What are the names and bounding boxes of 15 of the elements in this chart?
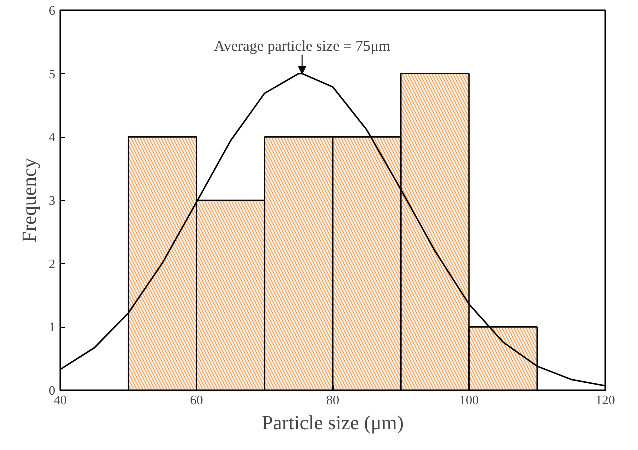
- y-tick-label: 5: [49, 66, 56, 82]
- y-tick-label: 2: [49, 256, 56, 272]
- y-tick-label: 0: [49, 383, 56, 398]
- x-tick-label: 60: [190, 392, 204, 408]
- x-tick-label: 40: [54, 392, 67, 408]
- y-tick-label: 1: [49, 320, 56, 335]
- annotation: Average particle size = 75μm: [214, 38, 391, 55]
- x-axis-title: Particle size (μm): [262, 412, 404, 434]
- x-tick-label: 100: [460, 392, 479, 408]
- y-tick-label: 6: [49, 3, 56, 18]
- y-tick-label: 4: [49, 130, 56, 145]
- x-tick-label: 120: [596, 392, 616, 408]
- x-tick-label: 80: [326, 392, 340, 408]
- y-tick-label: 3: [49, 193, 56, 208]
- y-axis-title: Frequency: [19, 158, 41, 243]
